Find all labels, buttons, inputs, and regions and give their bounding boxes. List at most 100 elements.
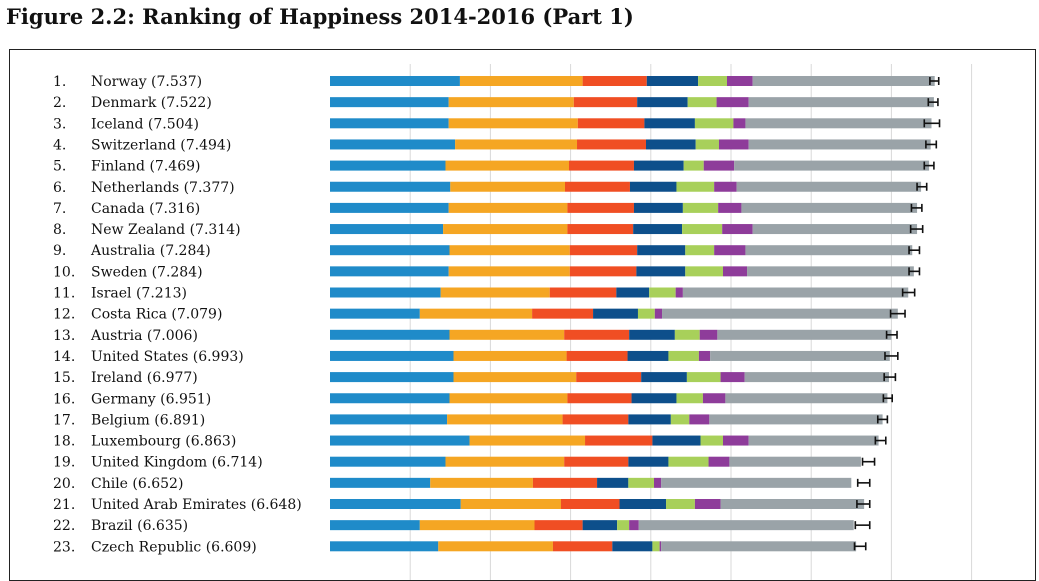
bar-segment-life-expectancy: [569, 266, 637, 277]
bar-segment-social-support: [469, 435, 586, 446]
bar-segment-life-expectancy: [585, 435, 653, 446]
bar-segment-dystopia-residual: [741, 202, 918, 213]
bar-segment-dystopia-residual: [748, 139, 931, 150]
chart-frame: 1. Norway (7.537) 2. Denmark (7.522) 3. Icela…: [9, 49, 1036, 581]
bar-segment-life-expectancy: [567, 224, 634, 235]
bar-segment-freedom: [652, 435, 701, 446]
bar-segment-dystopia-residual: [661, 477, 852, 488]
bar-segment-generosity: [676, 393, 703, 404]
bar-segment-dystopia-residual: [752, 224, 918, 235]
rank-label: 4.: [53, 137, 66, 153]
bar-segment-freedom: [628, 414, 671, 425]
bar-segment-gdp: [330, 160, 446, 171]
bar-segment-freedom: [627, 350, 669, 361]
bar-segment-social-support: [459, 76, 583, 86]
bar-segment-gdp: [330, 287, 441, 298]
bar-segment-generosity: [617, 520, 630, 531]
country-label: Denmark (7.522): [91, 95, 212, 111]
bar-segment-freedom: [633, 160, 684, 171]
bar-segment-life-expectancy: [564, 329, 630, 340]
bar-segment-life-expectancy: [567, 393, 632, 404]
rank-label: 13.: [53, 328, 75, 344]
bar-segment-gdp: [330, 266, 449, 277]
country-label: Switzerland (7.494): [91, 137, 231, 153]
rank-label: 22.: [53, 518, 75, 534]
bar-segment-corruption: [722, 224, 753, 235]
bar-segment-social-support: [449, 245, 570, 256]
bar-segment-social-support: [449, 393, 568, 404]
bar-segment-life-expectancy: [576, 372, 642, 383]
bar-segment-gdp: [330, 541, 439, 552]
rank-label: 14.: [53, 349, 75, 365]
bar-segment-life-expectancy: [534, 520, 583, 531]
country-label: Finland (7.469): [91, 159, 200, 175]
bar-segment-life-expectancy: [582, 76, 647, 86]
rank-label: 5.: [53, 159, 66, 175]
country-label: Canada (7.316): [91, 201, 200, 217]
bar-segment-life-expectancy: [569, 245, 638, 256]
bar-segment-generosity: [666, 499, 695, 509]
bar-segment-social-support: [448, 97, 574, 108]
rank-label: 2.: [53, 95, 66, 111]
bar-segment-generosity: [683, 160, 704, 171]
ranking-chart: 1. Norway (7.537) 2. Denmark (7.522) 3. Icela…: [53, 64, 973, 580]
country-label: United Kingdom (6.714): [91, 455, 263, 471]
country-label: Costa Rica (7.079): [91, 307, 222, 323]
country-label: Israel (7.213): [91, 286, 187, 302]
bar-segment-corruption: [726, 76, 753, 86]
bar-segment-life-expectancy: [549, 287, 617, 298]
rank-label: 19.: [53, 455, 75, 471]
bar-segment-generosity: [685, 245, 715, 256]
bar-segment-life-expectancy: [566, 350, 628, 361]
bar-segment-gdp: [330, 477, 431, 488]
rank-label: 20.: [53, 476, 75, 492]
bar-segment-freedom: [582, 520, 618, 531]
bar-segment-life-expectancy: [564, 181, 630, 192]
bar-segment-gdp: [330, 393, 450, 404]
rank-label: 11.: [53, 286, 75, 302]
rank-label: 23.: [53, 539, 75, 555]
bar-segment-dystopia-residual: [745, 245, 913, 256]
country-label: Brazil (6.635): [91, 518, 188, 534]
bar-segment-corruption: [718, 202, 742, 213]
bar-segment-corruption: [694, 499, 721, 509]
rank-label: 10.: [53, 264, 75, 280]
bar-segment-corruption: [698, 350, 711, 361]
bar-segment-generosity: [685, 266, 723, 277]
bar-segment-gdp: [330, 350, 454, 361]
bar-segment-gdp: [330, 435, 470, 446]
country-label: Norway (7.537): [91, 74, 202, 90]
bar-segment-generosity: [698, 76, 727, 86]
bar-segment-gdp: [330, 414, 448, 425]
country-label: United States (6.993): [91, 349, 244, 365]
bar-segment-life-expectancy: [532, 308, 594, 319]
bar-segment-freedom: [637, 97, 688, 108]
rank-label: 7.: [53, 201, 66, 217]
bar-segment-corruption: [675, 287, 683, 298]
bar-segment-freedom: [646, 76, 699, 86]
bar-segment-freedom: [612, 541, 653, 552]
bar-segment-generosity: [694, 118, 734, 129]
bar-segment-generosity: [652, 541, 660, 552]
bar-segment-dystopia-residual: [747, 266, 914, 277]
bar-segment-corruption: [722, 266, 748, 277]
bar-segment-freedom: [597, 477, 629, 488]
bar-segment-dystopia-residual: [752, 76, 935, 86]
bar-segment-life-expectancy: [552, 541, 613, 552]
bar-segment-generosity: [695, 139, 719, 150]
bar-segment-dystopia-residual: [710, 350, 890, 361]
rank-label: 9.: [53, 243, 66, 259]
bar-segment-generosity: [668, 350, 699, 361]
bar-segment-generosity: [670, 414, 690, 425]
bar-segment-gdp: [330, 202, 449, 213]
bar-segment-generosity: [687, 97, 717, 108]
bar-segment-social-support: [448, 118, 578, 129]
bar-segment-freedom: [616, 287, 650, 298]
bar-segment-social-support: [448, 266, 570, 277]
bar-segment-dystopia-residual: [638, 520, 854, 531]
country-label: Chile (6.652): [91, 476, 183, 492]
bar-segment-dystopia-residual: [736, 181, 922, 192]
rank-label: 3.: [53, 116, 66, 132]
bar-segment-life-expectancy: [562, 414, 629, 425]
bar-segment-generosity: [682, 224, 723, 235]
